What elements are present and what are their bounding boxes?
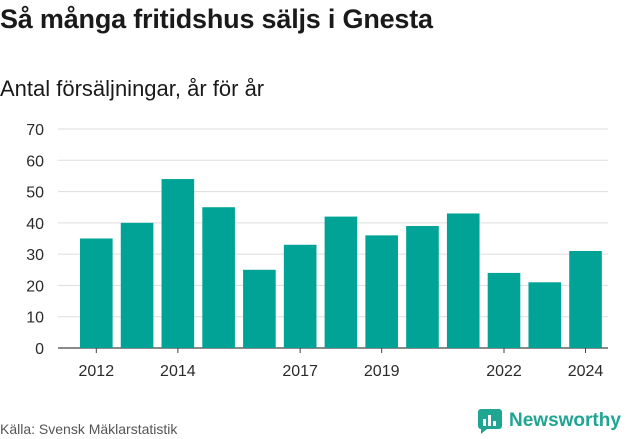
bar-2014[interactable] xyxy=(161,179,195,348)
source-note: Källa: Svensk Mäklarstatistik xyxy=(0,421,178,437)
x-tick-label: 2014 xyxy=(160,363,196,380)
bar-2023[interactable] xyxy=(528,282,562,348)
brand-name: Newsworthy xyxy=(509,410,621,431)
newsworthy-logo-icon xyxy=(478,409,502,434)
bar-2018[interactable] xyxy=(324,216,358,348)
x-tick-label: 2017 xyxy=(282,363,318,380)
chart-title: Så många fritidshus säljs i Gnesta xyxy=(0,4,433,34)
y-tick-label: 70 xyxy=(26,122,44,139)
chart-subtitle: Antal försäljningar, år för år xyxy=(0,76,265,101)
y-tick-label: 40 xyxy=(26,216,44,233)
bar-2020[interactable] xyxy=(406,225,439,348)
brand[interactable]: Newsworthy xyxy=(477,408,621,434)
bar-2017[interactable] xyxy=(283,244,317,348)
x-tick-label: 2012 xyxy=(79,363,115,380)
y-tick-label: 30 xyxy=(26,247,44,264)
y-tick-label: 0 xyxy=(35,341,44,358)
x-axis-ticks: 2012 2014 2017 2019 2022 2024 xyxy=(79,348,604,380)
y-tick-label: 10 xyxy=(26,310,44,327)
bars xyxy=(80,179,602,348)
bar-2013[interactable] xyxy=(120,222,154,348)
bar-2016[interactable] xyxy=(243,269,276,348)
bar-2024[interactable] xyxy=(569,251,602,348)
bar-2019[interactable] xyxy=(365,235,398,348)
bar-2015[interactable] xyxy=(202,207,235,348)
bar-chart: 0 10 20 30 40 50 60 70 2012 2014 2017 2019 2022 2024 xyxy=(26,122,608,380)
bar-2012[interactable] xyxy=(80,238,113,349)
y-axis-ticks: 0 10 20 30 40 50 60 70 xyxy=(26,122,44,358)
y-tick-label: 60 xyxy=(26,153,44,170)
bar-2021[interactable] xyxy=(446,213,480,348)
x-tick-label: 2022 xyxy=(486,363,522,380)
y-tick-label: 20 xyxy=(26,278,44,295)
y-tick-label: 50 xyxy=(26,185,44,202)
x-tick-label: 2024 xyxy=(568,363,604,380)
bar-2022[interactable] xyxy=(487,272,521,348)
x-tick-label: 2019 xyxy=(364,363,400,380)
